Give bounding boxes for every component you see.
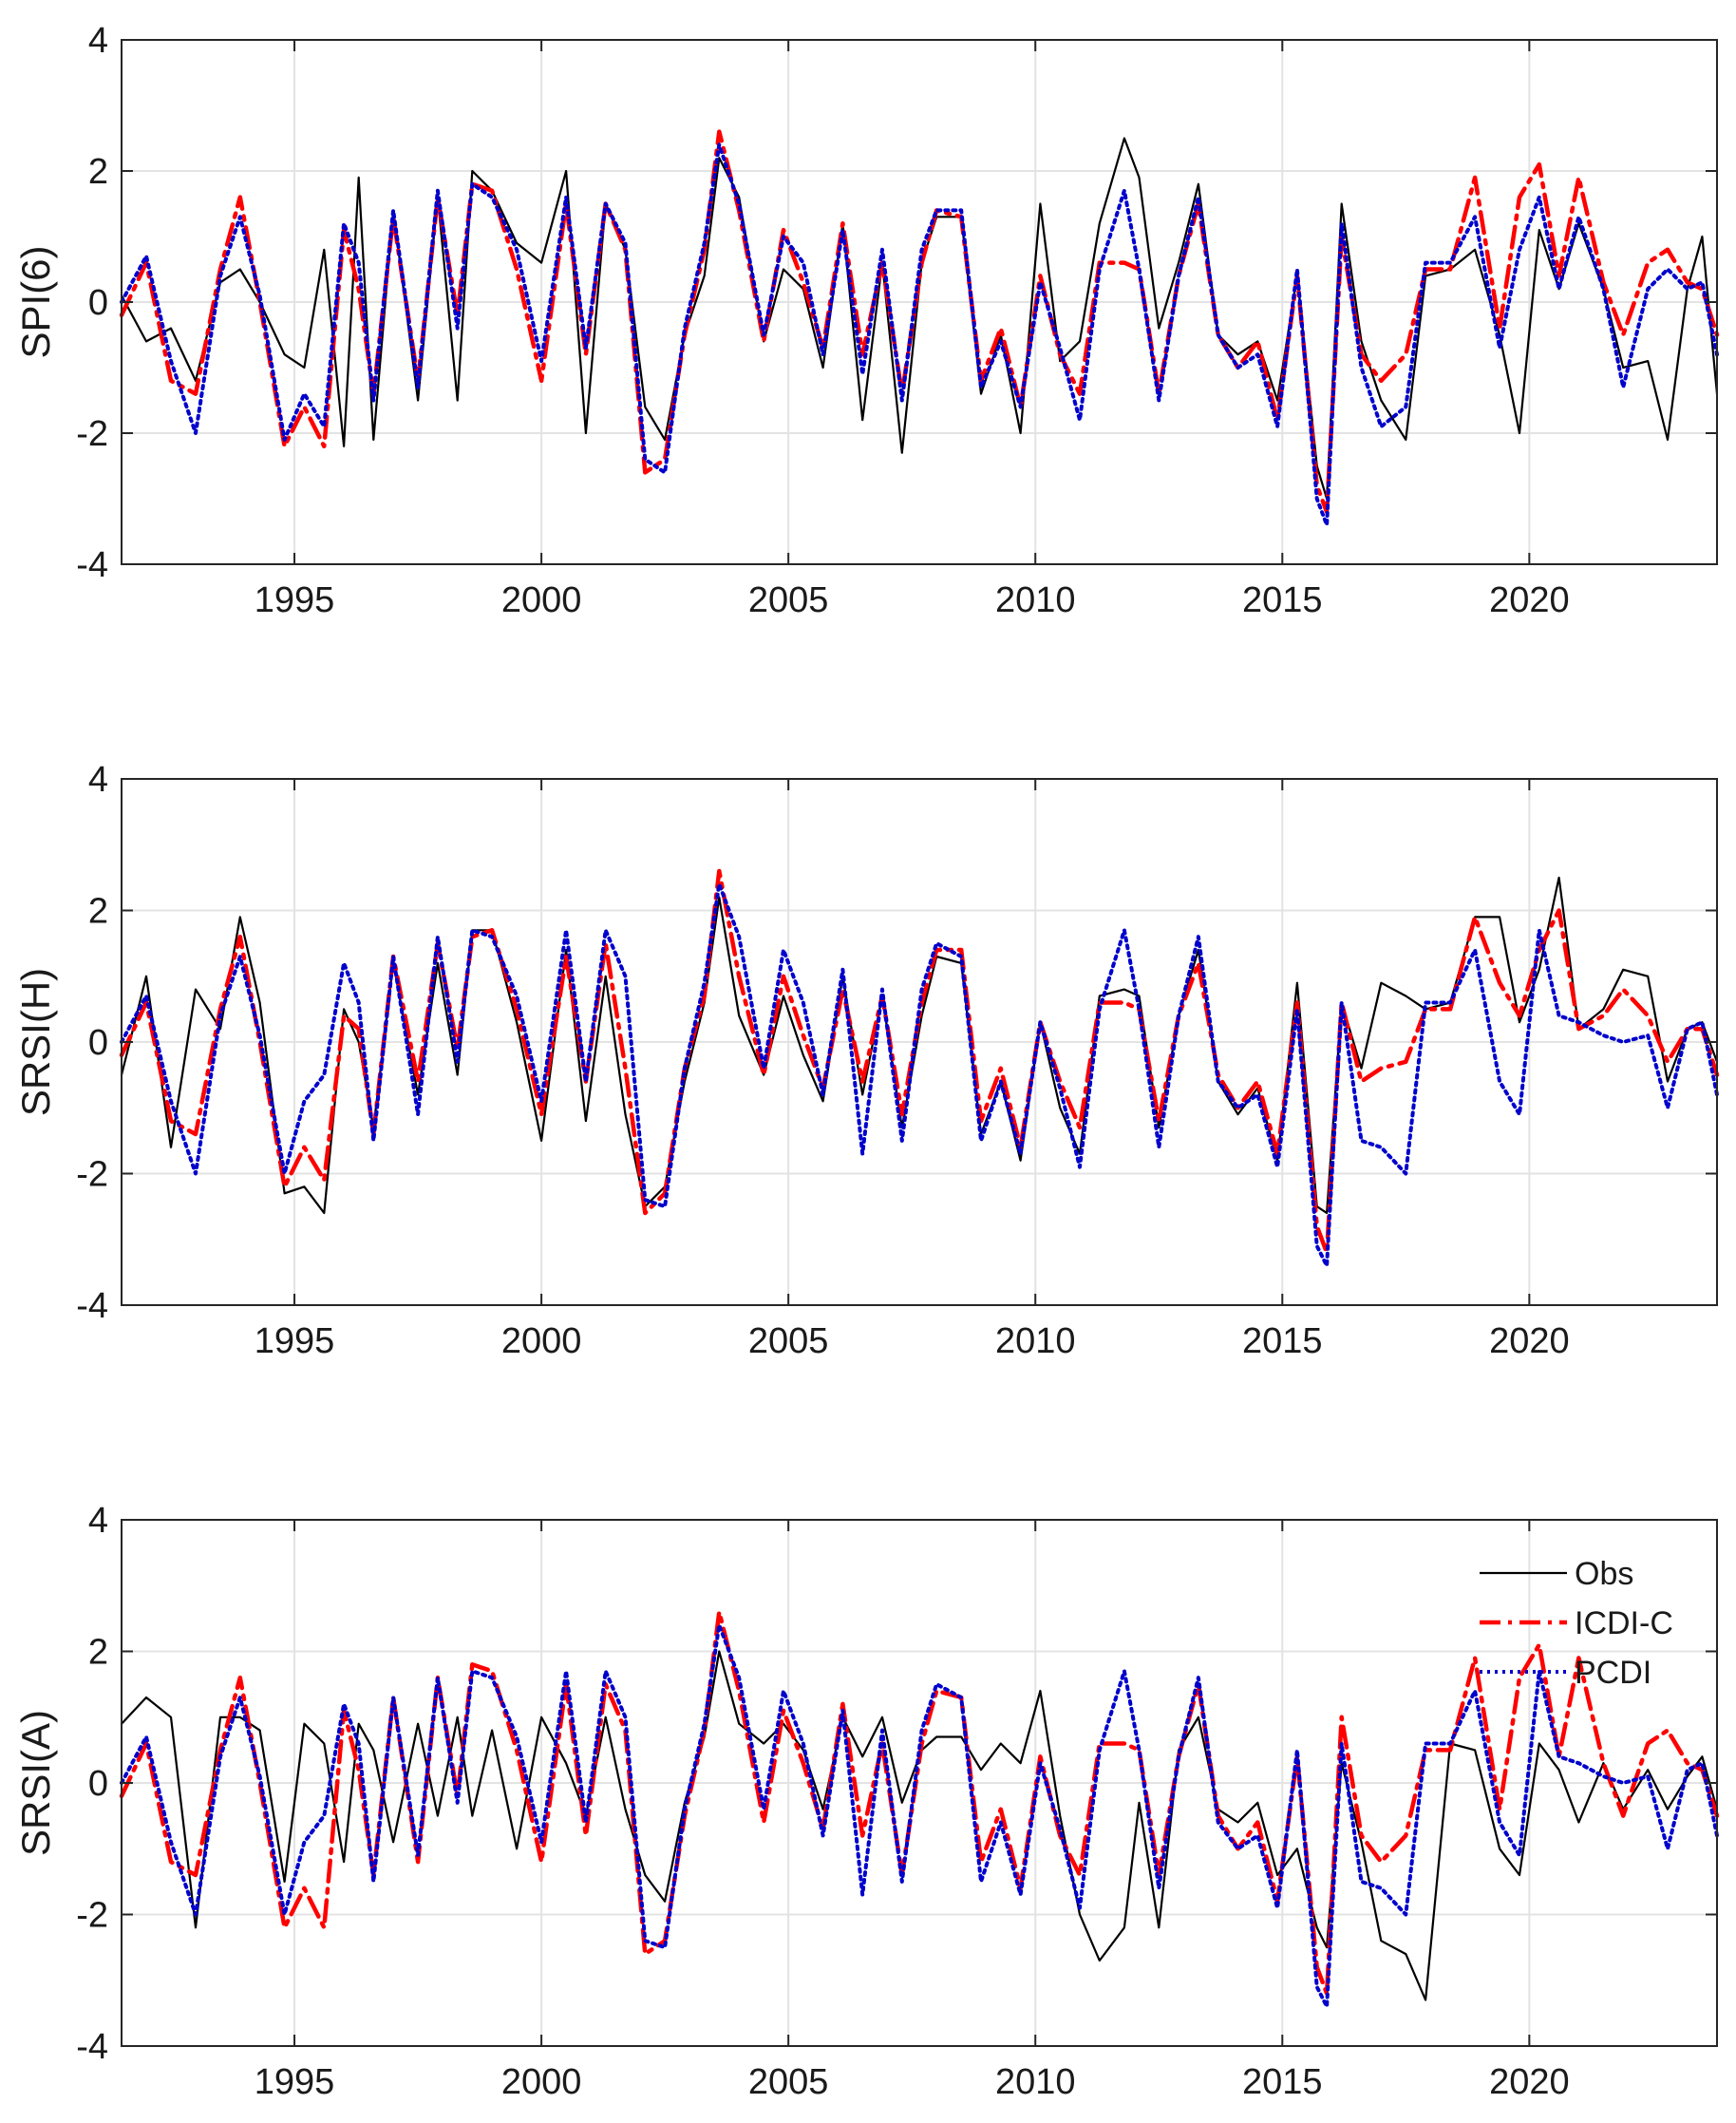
- series-line-icdi-c: [119, 868, 1720, 1255]
- y-tick-label: 4: [88, 1501, 108, 1541]
- x-tick-label: 2015: [1242, 1321, 1323, 1361]
- x-tick-label: 2020: [1489, 2062, 1570, 2102]
- x-tick-label: 2015: [1242, 580, 1323, 620]
- y-tick-label: -2: [76, 1155, 108, 1195]
- y-tick-label: 2: [88, 1633, 108, 1673]
- y-tick-label: 0: [88, 1764, 108, 1804]
- x-tick-label: 2000: [501, 1321, 582, 1361]
- x-tick-label: 2000: [501, 2062, 582, 2102]
- legend-label: PCDI: [1575, 1655, 1651, 1691]
- y-tick-label: -4: [76, 545, 108, 585]
- x-tick-label: 2000: [501, 580, 582, 620]
- x-tick-label: 2010: [995, 2062, 1076, 2102]
- y-tick-label: -2: [76, 414, 108, 454]
- series-line-pcdi: [120, 142, 1719, 527]
- x-tick-label: 2010: [995, 580, 1076, 620]
- x-tick-label: 2005: [748, 580, 829, 620]
- y-tick-label: 2: [88, 892, 108, 932]
- chart-panel-3: 1995 2000 2005 2010 2015 2020 -4 -2 0 2 4 SRSI(A) Ob…: [13, 1501, 1720, 2102]
- x-tick-label: 2015: [1242, 2062, 1323, 2102]
- legend: Obs ICDI-C PCDI: [1480, 1556, 1673, 1691]
- chart-panel-2: 1995 2000 2005 2010 2015 2020 -4 -2 0 2 4 SRSI(H): [13, 760, 1720, 1361]
- y-tick-label: 0: [88, 283, 108, 323]
- series-line-icdi-c: [119, 129, 1720, 515]
- x-tick-label: 1995: [255, 580, 335, 620]
- x-tick-label: 2005: [748, 1321, 829, 1361]
- series-line-icdi-c: [119, 1609, 1720, 1996]
- series-line-pcdi: [120, 881, 1719, 1268]
- y-axis-label: SRSI(H): [13, 968, 58, 1116]
- chart-panel-1: 1995 2000 2005 2010 2015 2020 -4 -2 0 2 4 SPI(6): [13, 21, 1720, 620]
- y-tick-label: 2: [88, 152, 108, 192]
- x-tick-label: 2020: [1489, 1321, 1570, 1361]
- y-tick-label: -4: [76, 1286, 108, 1326]
- y-tick-label: 4: [88, 21, 108, 61]
- x-tick-label: 1995: [255, 2062, 335, 2102]
- series-line-pcdi: [120, 1622, 1719, 2009]
- y-axis-label: SRSI(A): [13, 1710, 58, 1856]
- legend-label: Obs: [1575, 1556, 1633, 1592]
- legend-label: ICDI-C: [1575, 1605, 1673, 1641]
- x-tick-label: 2020: [1489, 580, 1570, 620]
- x-tick-label: 2005: [748, 2062, 829, 2102]
- y-tick-label: 0: [88, 1023, 108, 1063]
- y-tick-label: 4: [88, 760, 108, 800]
- x-tick-label: 2010: [995, 1321, 1076, 1361]
- series-line-obs: [120, 1650, 1719, 2001]
- y-tick-label: -2: [76, 1896, 108, 1936]
- y-axis-label: SPI(6): [13, 245, 58, 358]
- x-tick-label: 1995: [255, 1321, 335, 1361]
- y-tick-label: -4: [76, 2027, 108, 2067]
